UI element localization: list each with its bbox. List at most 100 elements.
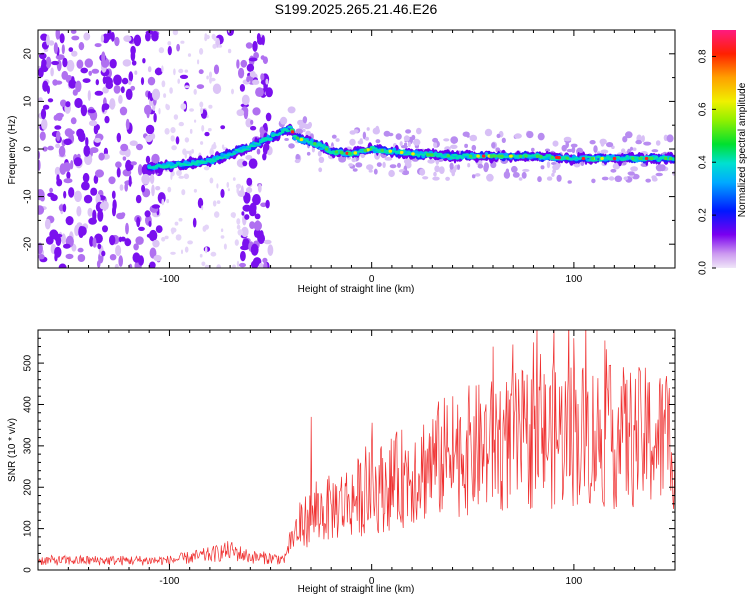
- noise-blob: [125, 88, 133, 101]
- noise-blob: [120, 86, 125, 94]
- noise-blob: [82, 172, 90, 183]
- noise-blob: [119, 184, 124, 191]
- ridge-peak: [600, 156, 604, 161]
- noise-blob: [61, 44, 65, 55]
- noise-blob: [537, 176, 542, 183]
- noise-blob: [111, 190, 116, 199]
- noise-blob: [66, 59, 75, 72]
- noise-blob: [161, 65, 164, 73]
- ridge-mark: [432, 152, 439, 155]
- noise-blob: [78, 133, 86, 141]
- noise-blob: [183, 173, 190, 180]
- noise-blob: [241, 94, 250, 106]
- ridge-peak: [411, 152, 415, 156]
- ridge-mark: [449, 156, 456, 160]
- noise-blob: [108, 176, 116, 185]
- x-tick-label: 0: [369, 576, 375, 587]
- noise-blob: [187, 53, 192, 57]
- noise-blob: [56, 174, 60, 183]
- noise-blob: [45, 236, 54, 245]
- noise-blob: [375, 125, 380, 134]
- noise-blob: [55, 143, 61, 149]
- noise-blob: [80, 67, 88, 74]
- noise-blob: [397, 162, 401, 168]
- noise-blob: [563, 136, 572, 142]
- ridge-mark: [318, 144, 325, 147]
- noise-blob: [171, 145, 177, 151]
- noise-blob: [167, 45, 172, 56]
- noise-blob: [250, 260, 259, 268]
- noise-blob: [245, 155, 253, 160]
- noise-blob: [101, 250, 106, 257]
- noise-blob: [295, 128, 304, 135]
- noise-blob: [170, 135, 175, 142]
- noise-blob: [148, 220, 152, 227]
- noise-blob: [71, 35, 80, 41]
- noise-blob: [113, 74, 122, 86]
- noise-blob: [184, 85, 190, 89]
- noise-blob: [236, 260, 240, 268]
- ridge-mark: [464, 153, 471, 157]
- noise-blob: [77, 254, 86, 262]
- noise-blob: [74, 190, 82, 202]
- noise-blob: [182, 148, 187, 155]
- noise-blob: [54, 166, 61, 176]
- noise-blob: [355, 162, 363, 168]
- noise-blob: [338, 155, 347, 163]
- noise-blob: [136, 143, 143, 151]
- noise-blob: [194, 119, 197, 123]
- noise-blob: [403, 158, 412, 165]
- ridge-peak: [388, 149, 393, 153]
- noise-blob: [90, 187, 98, 196]
- ridge-peak: [290, 130, 295, 134]
- noise-blob: [606, 142, 614, 148]
- noise-blob: [246, 63, 255, 72]
- noise-blob: [199, 101, 204, 108]
- noise-blob: [73, 157, 83, 167]
- noise-blob: [128, 80, 132, 86]
- y-tick-label: -20: [23, 237, 34, 252]
- noise-blob: [236, 59, 240, 69]
- noise-blob: [54, 125, 62, 130]
- noise-blob: [77, 247, 84, 253]
- noise-blob: [199, 253, 203, 258]
- ridge-peak: [509, 154, 513, 158]
- noise-blob: [130, 161, 137, 166]
- noise-blob: [53, 233, 63, 238]
- noise-blob: [82, 78, 91, 83]
- noise-blob: [469, 134, 478, 142]
- noise-blob: [230, 212, 236, 218]
- noise-blob: [452, 138, 456, 144]
- x-tick-label: -100: [159, 576, 179, 587]
- noise-blob: [167, 41, 172, 46]
- noise-blob: [384, 157, 393, 161]
- noise-blob: [255, 87, 264, 97]
- ridge-mark: [421, 153, 426, 157]
- noise-blob: [521, 171, 527, 179]
- noise-blob: [45, 56, 52, 69]
- ridge-peak: [638, 156, 642, 161]
- noise-blob: [103, 76, 112, 84]
- noise-blob: [96, 260, 101, 268]
- ridge-mark: [174, 164, 178, 168]
- noise-blob: [400, 145, 408, 149]
- noise-blob: [138, 226, 145, 231]
- noise-blob: [213, 37, 217, 41]
- spectrogram-ylabel: Frequency (Hz): [7, 116, 18, 185]
- ridge-mark: [671, 157, 675, 161]
- noise-blob: [80, 104, 88, 117]
- noise-blob: [544, 148, 551, 152]
- noise-blob: [140, 77, 145, 86]
- noise-blob: [526, 131, 534, 139]
- noise-blob: [357, 140, 364, 145]
- x-tick-label: -100: [159, 274, 179, 285]
- noise-blob: [223, 243, 227, 250]
- noise-blob: [236, 187, 239, 194]
- noise-blob: [41, 118, 48, 130]
- noise-blob: [531, 147, 535, 152]
- noise-blob: [265, 199, 270, 209]
- noise-blob: [92, 209, 97, 222]
- noise-blob: [242, 238, 250, 250]
- noise-blob: [91, 68, 100, 74]
- ridge-peak: [428, 153, 433, 157]
